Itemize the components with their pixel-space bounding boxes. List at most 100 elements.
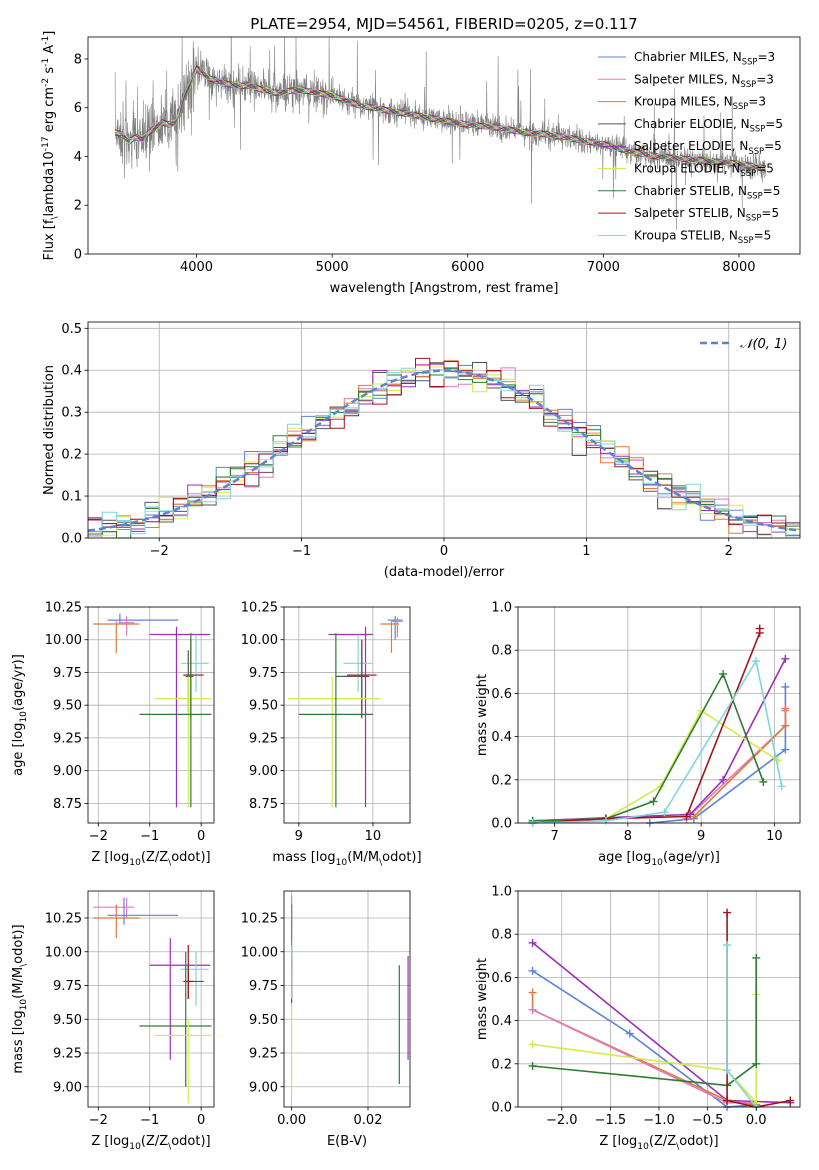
plot-area (93, 613, 212, 808)
weight-series (645, 682, 790, 827)
weight-marker (755, 624, 764, 633)
x-tick-label: −1.5 (595, 1113, 627, 1128)
weight-marker (781, 721, 790, 730)
y-tick-label: 9.50 (249, 699, 278, 714)
y-axis-label: mass weight (475, 674, 490, 756)
weight-marker (759, 777, 768, 786)
weight-marker (528, 1040, 537, 1049)
data-point (328, 626, 373, 808)
y-tick-label: 10.00 (45, 945, 82, 960)
weight-marker (781, 654, 790, 663)
y-tick-label: 9.00 (249, 764, 278, 779)
x-axis-label: wavelength [Angstrom, rest frame] (330, 281, 559, 296)
legend-label: Chabrier ELODIE, NSSP=5 (634, 117, 783, 134)
legend-label: Kroupa STELIB, NSSP=5 (634, 228, 771, 245)
chart-title: PLATE=2954, MJD=54561, FIBERID=0205, z=0… (250, 15, 637, 33)
axes-frame (87, 321, 801, 539)
weight-marker (723, 908, 732, 917)
weight-marker (781, 682, 790, 691)
weight-marker (601, 816, 610, 825)
plot-area (287, 616, 403, 808)
y-tick-label: 0.4 (491, 1014, 512, 1029)
data-point (154, 1019, 212, 1103)
data-point (380, 621, 399, 653)
axes-frame (517, 890, 801, 1108)
x-tick-label: −1 (140, 1113, 159, 1128)
data-point (149, 938, 211, 1060)
y-tick-label: 8.75 (53, 797, 82, 812)
y-tick-label: 2 (74, 199, 82, 214)
y-axis-label: age [log10(age/yr)] (11, 654, 29, 776)
data-point (93, 904, 140, 939)
y-tick-label: 0.1 (61, 490, 82, 505)
x-axis-label: mass [log10(M/M\odot)] (272, 850, 421, 868)
y-tick-label: 10.25 (45, 912, 82, 927)
legend-label: Salpeter MILES, NSSP=3 (634, 72, 774, 89)
y-tick-label: 0.0 (61, 532, 82, 547)
x-tick-label: −2 (89, 1113, 108, 1128)
weight-marker (752, 657, 761, 665)
x-tick-label: 8 (624, 829, 632, 844)
axes-frame (283, 890, 411, 1108)
weight-line (532, 709, 779, 822)
data-point (93, 621, 140, 653)
y-tick-label: 0.0 (491, 817, 512, 832)
data-point (93, 897, 135, 918)
x-tick-label: −1 (292, 544, 311, 559)
x-tick-label: 7000 (587, 260, 620, 275)
panel-residuals: −2 −1 0 1 2 0.0 0.1 0.2 0.3 0.4 0.5 (data-model)/er… (42, 321, 801, 580)
data-point (118, 616, 135, 636)
y-tick-label: 9.25 (53, 1047, 82, 1062)
data-point (287, 676, 381, 808)
y-tick-label: 0.6 (491, 971, 512, 986)
data-point (387, 616, 403, 640)
weight-marker (625, 1029, 634, 1038)
x-axis-label: Z [log10(Z/Z\odot)] (599, 1134, 718, 1152)
weight-marker (752, 953, 761, 962)
x-tick-label: 7 (550, 829, 558, 844)
data-point (180, 634, 209, 693)
plot-area (93, 897, 212, 1103)
y-tick-label: 10.25 (241, 601, 278, 616)
weight-marker (777, 782, 786, 791)
y-tick-label: 9.25 (249, 1047, 278, 1062)
panel-age_vs_Z: −2 −1 0 8.75 9.00 9.25 9.50 9.75 10.00 10.25 Z [lo… (11, 601, 215, 868)
y-tick-label: 0.4 (491, 730, 512, 745)
x-tick-label: 2 (725, 544, 733, 559)
model-spectrum-line (115, 67, 767, 170)
weight-line (532, 994, 757, 1105)
y-tick-label: 9.50 (53, 699, 82, 714)
y-tick-label: 1.0 (491, 885, 512, 900)
x-tick-label: −0.5 (692, 1113, 724, 1128)
weight-marker (781, 704, 790, 713)
legend: 𝒩(0, 1) (700, 337, 787, 352)
data-point (180, 951, 209, 1006)
legend-label: Chabrier STELIB, NSSP=5 (634, 184, 780, 201)
x-tick-label: 0.02 (354, 1113, 383, 1128)
y-tick-label: 0.6 (491, 687, 512, 702)
y-tick-label: 10.25 (241, 912, 278, 927)
y-tick-label: 0.8 (491, 644, 512, 659)
x-tick-label: 5000 (316, 260, 349, 275)
data-point (139, 951, 212, 1087)
data-point (298, 633, 373, 808)
weight-marker (723, 1066, 732, 1075)
x-tick-label: 6000 (451, 260, 484, 275)
normal-curve (87, 369, 801, 532)
plot-area (114, 37, 767, 231)
model-spectrum-line (114, 65, 767, 170)
panel-mass_vs_Z: −2 −1 0 9.00 9.25 9.50 9.75 10.00 10.25 Z [log10(… (11, 890, 215, 1152)
data-point (183, 639, 204, 719)
panel-age_vs_mass: 9 10 8.75 9.00 9.25 9.50 9.75 10.00 10.25 mass [l… (241, 601, 422, 868)
x-tick-label: −2 (89, 829, 108, 844)
weight-marker (528, 938, 537, 947)
data-point (335, 650, 370, 712)
y-axis-label: Flux [f\lambda10-17 erg cm-2 s-1 A-1] (41, 31, 60, 261)
weight-marker (719, 669, 728, 678)
y-tick-label: 9.00 (53, 764, 82, 779)
x-tick-label: 10 (766, 829, 783, 844)
y-tick-label: 8.75 (249, 797, 278, 812)
y-tick-label: 9.00 (53, 1080, 82, 1095)
y-tick-label: 10.00 (45, 633, 82, 648)
data-point (343, 634, 373, 693)
